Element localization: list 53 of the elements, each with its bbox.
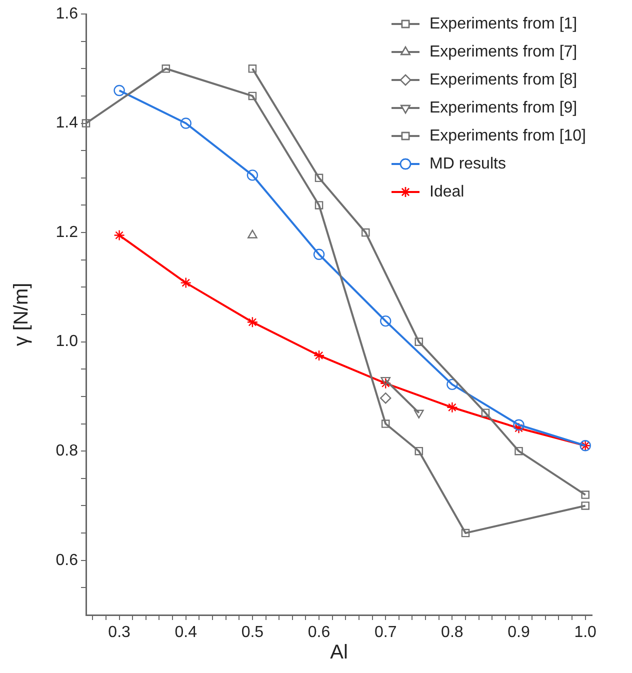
point <box>313 248 325 260</box>
point <box>361 228 370 237</box>
point <box>180 277 192 288</box>
x-tick-label: 0.3 <box>108 624 131 642</box>
legend-label: Experiments from [7] <box>430 43 578 60</box>
point <box>514 446 523 456</box>
x-tick-label: 0.6 <box>308 624 330 642</box>
x-tick-label: 0.4 <box>174 624 198 642</box>
y-tick-label: 1.4 <box>56 114 78 132</box>
point <box>461 528 470 538</box>
legend-label: Ideal <box>430 183 464 200</box>
point <box>248 92 257 100</box>
point <box>248 64 257 73</box>
x-tick-label: 0.7 <box>374 624 397 642</box>
legend-label: Experiments from [10] <box>430 127 586 144</box>
point <box>581 490 590 499</box>
point <box>246 316 258 328</box>
point <box>414 338 424 346</box>
y-tick-label: 1.2 <box>56 224 78 241</box>
legend-label: MD results <box>430 155 506 172</box>
point <box>381 420 390 428</box>
point <box>481 408 490 417</box>
x-tick-label: 0.9 <box>508 624 530 642</box>
x-tick-label: 0.8 <box>441 624 464 642</box>
point <box>513 422 524 434</box>
point <box>82 119 90 128</box>
point <box>513 419 524 430</box>
point <box>248 230 258 238</box>
point <box>380 392 392 404</box>
y-tick-label: 0.6 <box>56 552 78 569</box>
point <box>114 230 125 241</box>
legend-label: Experiments from [9] <box>430 99 578 116</box>
legend-label: Experiments from [1] <box>430 15 578 32</box>
legend-label: Experiments from [8] <box>430 71 578 88</box>
x-tick-label: 0.5 <box>241 624 264 642</box>
y-axis-title: γ [N/m] <box>10 282 33 346</box>
point <box>314 174 324 182</box>
point <box>581 502 590 510</box>
point <box>162 64 170 73</box>
point <box>446 378 458 390</box>
point <box>114 84 125 96</box>
y-tick-label: 1.0 <box>56 333 78 350</box>
point <box>414 446 424 456</box>
point <box>246 170 258 181</box>
point <box>313 350 325 362</box>
y-tick-label: 1.6 <box>56 5 78 22</box>
point <box>446 402 458 413</box>
point <box>180 118 192 129</box>
y-tick-label: 0.8 <box>56 442 78 460</box>
point <box>314 201 324 210</box>
x-axis-title: Al <box>330 642 348 664</box>
x-tick-label: 1.0 <box>574 624 597 642</box>
point <box>380 315 392 327</box>
